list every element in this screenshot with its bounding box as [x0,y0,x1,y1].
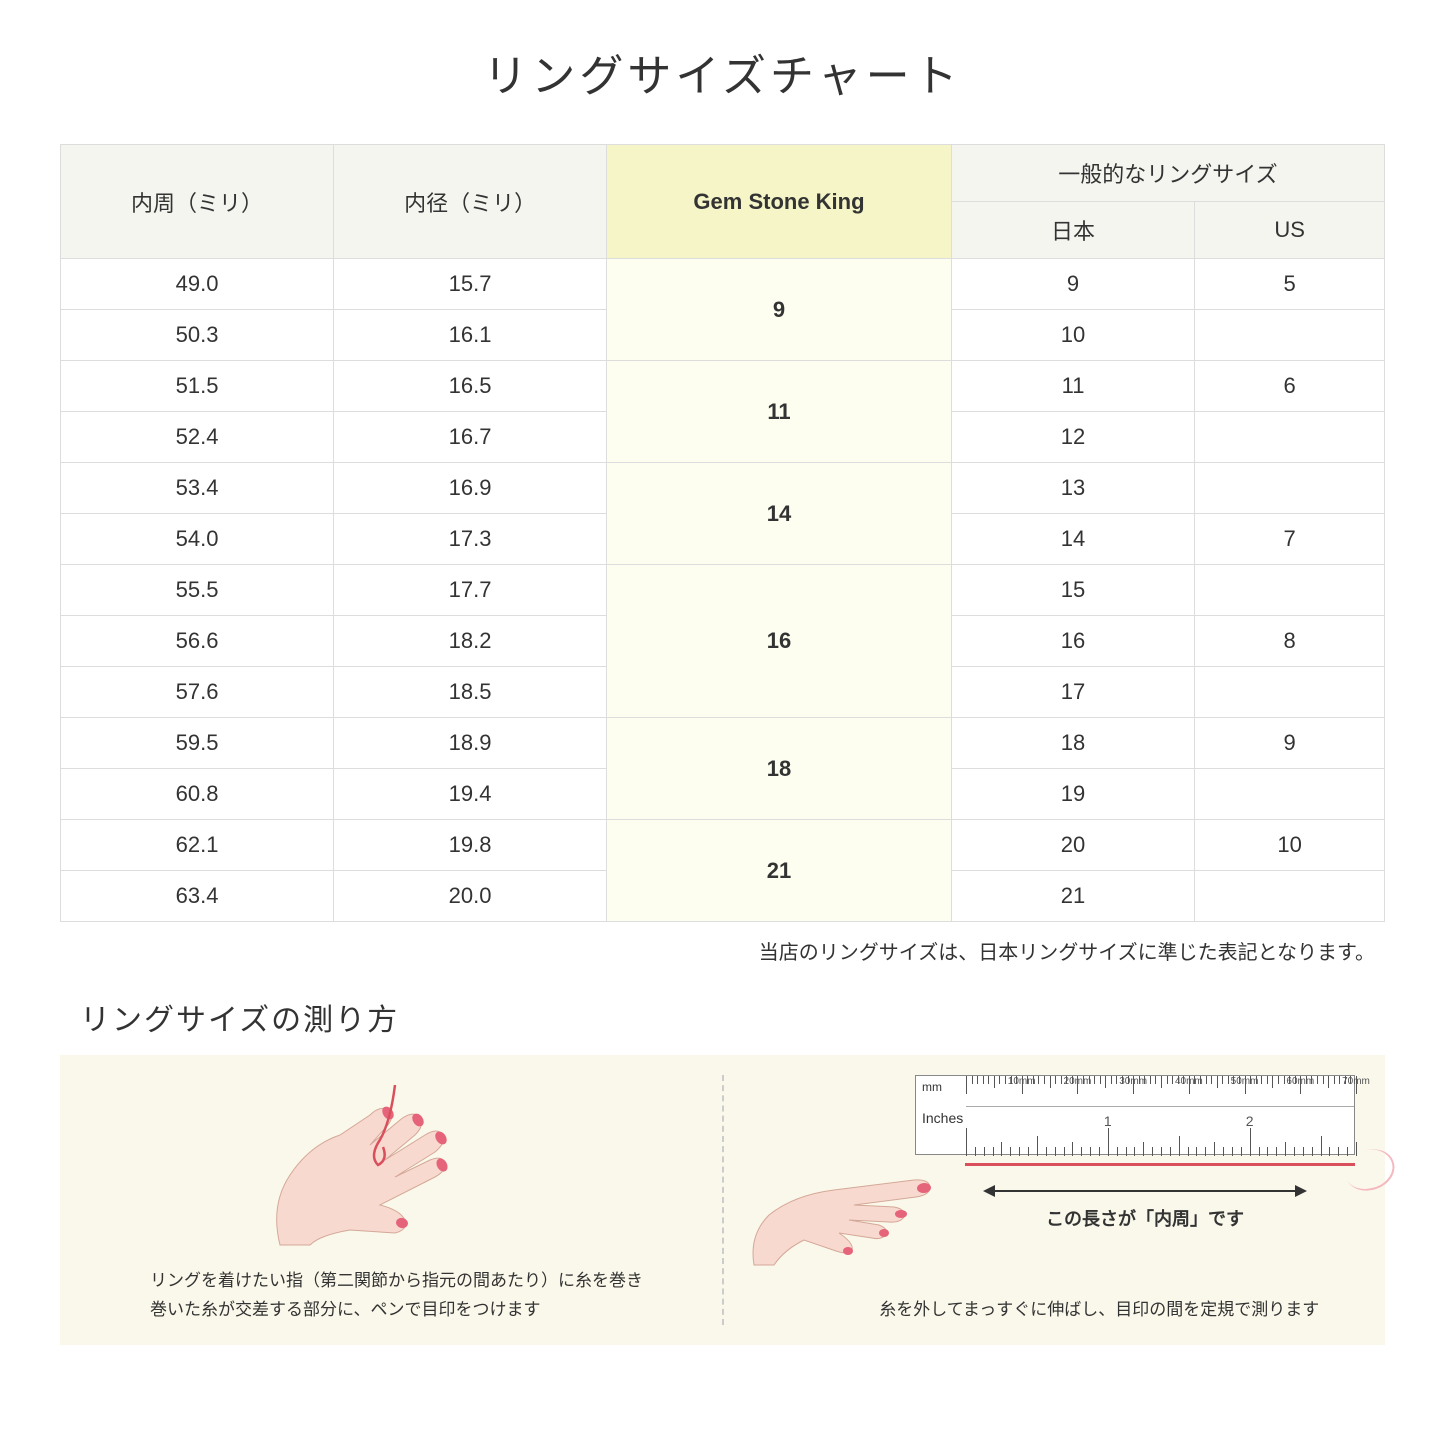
instructions-panel: リングを着けたい指（第二関節から指元の間あたり）に糸を巻き 巻いた糸が交差する部… [60,1055,1385,1345]
header-japan: 日本 [951,202,1194,259]
table-row: 49.015.7995 [61,259,1385,310]
cell-us [1195,310,1385,361]
cell-circumference: 57.6 [61,667,334,718]
cell-japan: 16 [951,616,1194,667]
cell-circumference: 59.5 [61,718,334,769]
cell-diameter: 19.8 [334,820,607,871]
cell-japan: 9 [951,259,1194,310]
header-circumference: 内周（ミリ） [61,145,334,259]
cell-diameter: 16.9 [334,463,607,514]
table-row: 55.517.71615 [61,565,1385,616]
cell-diameter: 15.7 [334,259,607,310]
header-diameter: 内径（ミリ） [334,145,607,259]
measurement-arrow [985,1190,1305,1192]
header-gsk: Gem Stone King [607,145,952,259]
cell-diameter: 16.1 [334,310,607,361]
cell-circumference: 51.5 [61,361,334,412]
cell-us [1195,871,1385,922]
cell-circumference: 63.4 [61,871,334,922]
table-note: 当店のリングサイズは、日本リングサイズに準じた表記となります。 [60,936,1385,965]
cell-circumference: 52.4 [61,412,334,463]
ruler-mm-mark: 10mm [1008,1076,1036,1087]
instruction-right-text: 糸を外してまっすぐに伸ばし、目印の間を定規で測ります [844,1296,1356,1325]
hand-wrap-illustration [240,1065,500,1265]
size-chart-table: 内周（ミリ） 内径（ミリ） Gem Stone King 一般的なリングサイズ … [60,144,1385,922]
cell-circumference: 50.3 [61,310,334,361]
instruction-right-panel: mm Inches 10mm 20mm 30mm 40mm 50mm 60mm 70mm 1… [724,1055,1386,1345]
instruction-left-panel: リングを着けたい指（第二関節から指元の間あたり）に糸を巻き 巻いた糸が交差する部… [60,1055,722,1345]
cell-japan: 14 [951,514,1194,565]
ruler-mm-mark: 60mm [1286,1076,1314,1087]
cell-diameter: 18.9 [334,718,607,769]
cell-us: 6 [1195,361,1385,412]
cell-circumference: 54.0 [61,514,334,565]
instruction-left-text: リングを着けたい指（第二関節から指元の間あたり）に糸を巻き 巻いた糸が交差する部… [150,1267,692,1325]
cell-gsk: 11 [607,361,952,463]
cell-japan: 20 [951,820,1194,871]
cell-japan: 18 [951,718,1194,769]
page-title: リングサイズチャート [60,40,1385,104]
cell-diameter: 19.4 [334,769,607,820]
table-row: 51.516.511116 [61,361,1385,412]
cell-us [1195,565,1385,616]
cell-us [1195,769,1385,820]
cell-diameter: 17.7 [334,565,607,616]
cell-us: 8 [1195,616,1385,667]
cell-diameter: 20.0 [334,871,607,922]
ruler-illustration: mm Inches 10mm20mm30mm40mm50mm60mm70mm 1… [915,1075,1355,1155]
cell-circumference: 49.0 [61,259,334,310]
cell-circumference: 55.5 [61,565,334,616]
cell-us: 7 [1195,514,1385,565]
cell-us: 10 [1195,820,1385,871]
cell-gsk: 14 [607,463,952,565]
cell-gsk: 16 [607,565,952,718]
ruler-in-mark: 2 [1246,1113,1254,1129]
table-row: 59.518.918189 [61,718,1385,769]
cell-gsk: 18 [607,718,952,820]
ruler-mm-mark: 70mm [1342,1076,1370,1087]
table-row: 62.119.8212010 [61,820,1385,871]
cell-gsk: 9 [607,259,952,361]
cell-japan: 19 [951,769,1194,820]
ruler-in-mark: 1 [1104,1113,1112,1129]
ruler-mm-mark: 40mm [1175,1076,1203,1087]
ruler-mm-label: mm [922,1080,942,1094]
cell-diameter: 17.3 [334,514,607,565]
cell-japan: 17 [951,667,1194,718]
ruler-mm-mark: 30mm [1119,1076,1147,1087]
cell-us [1195,667,1385,718]
header-general: 一般的なリングサイズ [951,145,1384,202]
cell-circumference: 53.4 [61,463,334,514]
cell-us: 5 [1195,259,1385,310]
cell-diameter: 18.2 [334,616,607,667]
table-row: 53.416.91413 [61,463,1385,514]
cell-diameter: 16.5 [334,361,607,412]
instructions-title: リングサイズの測り方 [80,995,1385,1039]
cell-circumference: 62.1 [61,820,334,871]
cell-japan: 13 [951,463,1194,514]
cell-diameter: 16.7 [334,412,607,463]
cell-gsk: 21 [607,820,952,922]
header-us: US [1195,202,1385,259]
cell-us: 9 [1195,718,1385,769]
cell-circumference: 56.6 [61,616,334,667]
cell-japan: 15 [951,565,1194,616]
cell-us [1195,412,1385,463]
ruler-in-label: Inches [922,1110,963,1126]
cell-diameter: 18.5 [334,667,607,718]
ruler-mm-mark: 50mm [1231,1076,1259,1087]
thread-line [965,1163,1355,1166]
cell-japan: 10 [951,310,1194,361]
arrow-label: この長さが「内周」です [985,1205,1305,1231]
hand-point-illustration [744,1125,944,1285]
cell-japan: 21 [951,871,1194,922]
cell-japan: 12 [951,412,1194,463]
cell-us [1195,463,1385,514]
cell-japan: 11 [951,361,1194,412]
ruler-mm-mark: 20mm [1064,1076,1092,1087]
cell-circumference: 60.8 [61,769,334,820]
